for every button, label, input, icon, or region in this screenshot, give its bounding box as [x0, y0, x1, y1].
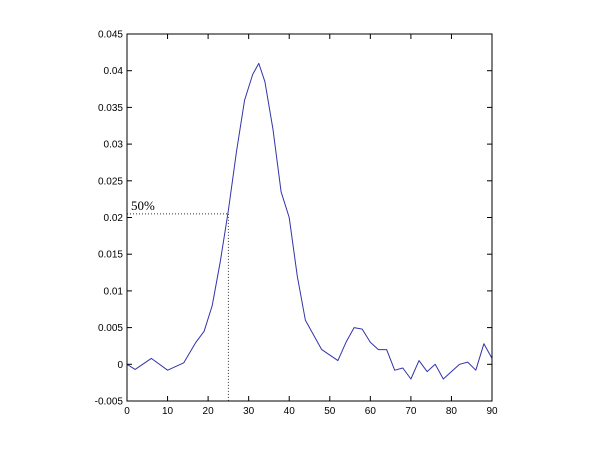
x-tick-label: 0 [124, 406, 130, 417]
y-tick-label: -0.005 [95, 397, 124, 408]
y-tick-label: 0.02 [104, 213, 124, 224]
x-tick-label: 60 [365, 406, 377, 417]
y-tick-label: 0.03 [104, 140, 124, 151]
x-tick-label: 10 [162, 406, 174, 417]
y-tick-label: 0.01 [104, 286, 124, 297]
y-tick-label: 0.045 [98, 30, 123, 41]
y-tick-label: 0.015 [98, 250, 123, 261]
x-tick-label: 90 [486, 406, 498, 417]
x-tick-label: 50 [324, 406, 336, 417]
ticks-layer: 0 10 20 30 40 50 60 70 80 90-0.00500.0050.010.015… [95, 30, 498, 418]
plot-frame [126, 33, 493, 402]
y-tick-label: 0.04 [104, 66, 124, 77]
y-tick-label: 0 [117, 360, 123, 371]
series-line [126, 62, 493, 380]
x-tick-label: 80 [446, 406, 458, 417]
x-tick-label: 70 [405, 406, 417, 417]
series-layer [126, 62, 493, 380]
y-tick-label: 0.025 [98, 176, 123, 187]
x-tick-label: 30 [243, 406, 255, 417]
y-tick-label: 0.005 [98, 323, 123, 334]
half-max-label: 50% [131, 198, 155, 213]
x-tick-label: 20 [203, 406, 215, 417]
x-tick-label: 40 [284, 406, 296, 417]
half-max-reference-lines [127, 213, 229, 401]
y-tick-label: 0.035 [98, 103, 123, 114]
